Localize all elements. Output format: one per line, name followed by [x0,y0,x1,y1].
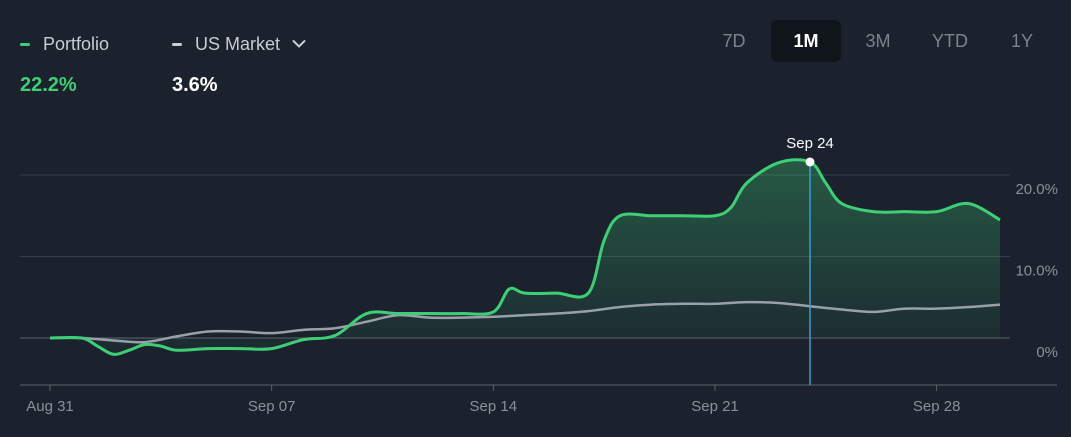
legend-portfolio: Portfolio 22.2% [20,32,172,97]
legend-portfolio-label: Portfolio [43,33,110,54]
market-return-value: 3.6% [172,74,218,96]
range-3m-button[interactable]: 3M [865,30,891,51]
crosshair-point [805,157,815,167]
chevron-down-icon[interactable] [292,39,306,49]
legend-market: US Market 3.6% [172,32,306,97]
x-tick-label: Aug 31 [26,398,74,415]
portfolio-return-value: 22.2% [20,74,77,96]
x-tick-label: Sep 07 [248,398,296,415]
range-ytd-button[interactable]: YTD [932,30,968,51]
range-7d-button[interactable]: 7D [722,30,746,51]
y-tick-label: 20.0% [1015,181,1058,198]
range-1y-button[interactable]: 1Y [1010,30,1034,51]
time-range-selector: 7D 1M 3M YTD 1Y [697,20,1057,62]
x-tick-label: Sep 21 [691,398,739,415]
crosshair-date-label: Sep 24 [786,135,834,152]
portfolio-area [50,159,1000,355]
series-portfolio-line [49,158,1001,356]
legend-market-label: US Market [195,33,281,54]
y-tick-label: 10.0% [1015,263,1058,280]
market-dash-icon [172,42,182,46]
x-tick-label: Sep 28 [913,398,961,415]
range-1m-button[interactable]: 1M [771,20,841,62]
portfolio-dash-icon [20,42,30,46]
chart-legend: Portfolio 22.2% US Market 3.6% [20,32,306,97]
series-us-market-line [49,300,1001,344]
y-tick-label: 0% [1036,344,1058,361]
x-tick-label: Sep 14 [470,398,518,415]
